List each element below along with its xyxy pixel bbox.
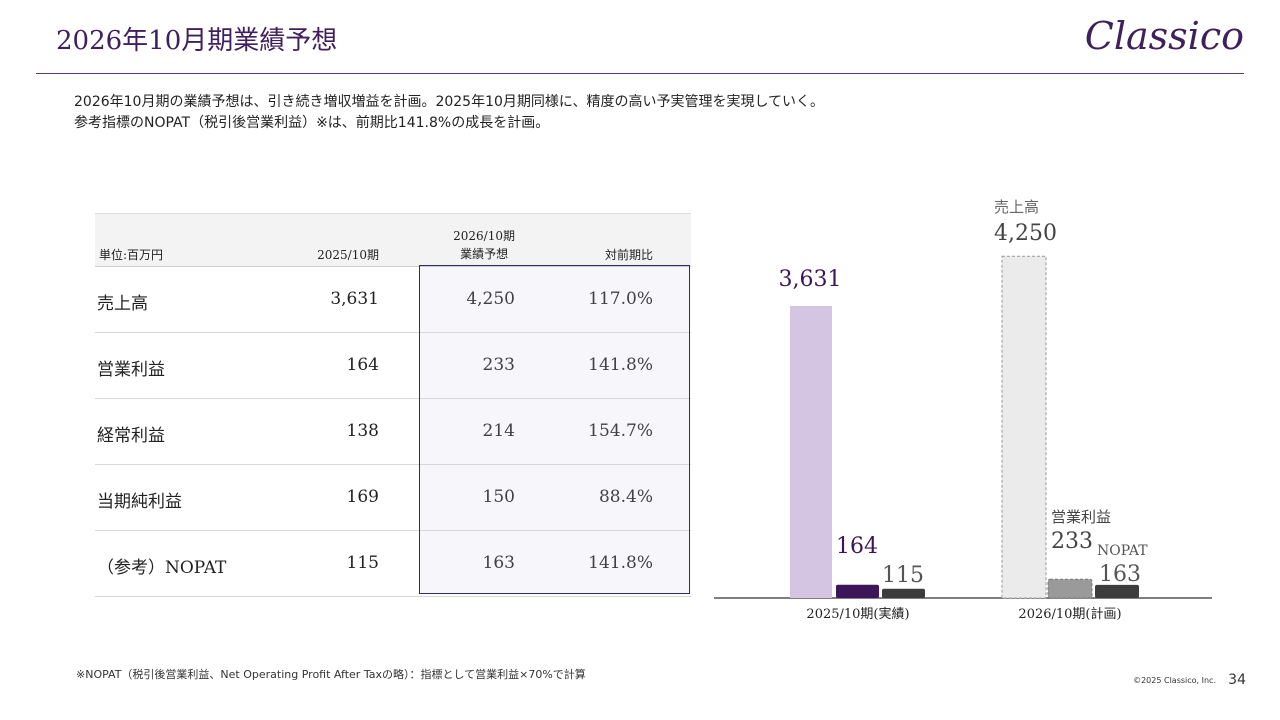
col-header-2026-line2: 業績予想: [460, 247, 509, 261]
bar-sales: [1001, 255, 1047, 599]
cell-2026: 214: [482, 421, 515, 441]
table-row: 営業利益 164 233 141.8%: [95, 333, 691, 399]
copyright: ©2025 Classico, Inc.: [1133, 676, 1216, 685]
col-header-yoy: 対前期比: [604, 248, 653, 262]
table-row: 売上高 3,631 4,250 117.0%: [95, 267, 691, 333]
cell-2026: 4,250: [466, 289, 515, 309]
bar-operating-income: [836, 584, 879, 598]
row-label: （参考）NOPAT: [97, 558, 227, 578]
row-label: 経常利益: [97, 426, 165, 446]
data-label: 3,631: [779, 267, 842, 292]
col-header-2025: 2025/10期: [317, 248, 379, 262]
description-line-2: 参考指標のNOPAT（税引後営業利益）※は、前期比141.8%の成長を計画。: [74, 115, 550, 131]
table-row: 経常利益 138 214 154.7%: [95, 399, 691, 465]
data-label: 164: [836, 534, 878, 559]
data-label: 4,250: [994, 221, 1057, 246]
cell-2025: 3,631: [330, 289, 379, 309]
description-line-1: 2026年10月期の業績予想は、引き続き増収増益を計画。2025年10月期同様に…: [74, 94, 825, 110]
cell-2025: 115: [346, 553, 379, 573]
cell-yoy: 117.0%: [588, 289, 653, 309]
row-label: 当期純利益: [97, 492, 182, 512]
data-label: 115: [882, 563, 924, 588]
cell-yoy: 141.8%: [588, 553, 653, 573]
row-label: 営業利益: [97, 360, 165, 380]
company-logo: Classico: [1084, 14, 1244, 58]
series-annotation: NOPAT: [1097, 543, 1148, 559]
col-header-2026: 2026/10期 業績予想: [453, 227, 515, 263]
bar-nopat: [1095, 584, 1139, 598]
series-annotation: 営業利益: [1051, 508, 1111, 526]
cell-yoy: 154.7%: [588, 421, 653, 441]
category-label: 2025/10期(実績): [806, 606, 909, 622]
row-label: 売上高: [97, 294, 148, 314]
category-label: 2026/10期(計画): [1018, 606, 1121, 622]
footnote: ※NOPAT（税引後営業利益、Net Operating Profit Afte…: [76, 668, 586, 681]
cell-2026: 163: [482, 553, 515, 573]
cell-2025: 169: [346, 487, 379, 507]
cell-2026: 233: [482, 355, 515, 375]
page-title: 2026年10月期業績予想: [56, 26, 338, 56]
bar-operating-income: [1047, 578, 1093, 599]
data-label: 163: [1099, 562, 1141, 587]
cell-yoy: 88.4%: [598, 487, 653, 507]
forecast-table: 単位:百万円 2025/10期 2026/10期 業績予想 対前期比 売上高 3…: [95, 213, 691, 597]
cell-2025: 138: [346, 421, 379, 441]
cell-2026: 150: [482, 487, 515, 507]
unit-label: 単位:百万円: [99, 248, 164, 262]
col-header-2026-line1: 2026/10期: [453, 229, 515, 243]
table-header: 単位:百万円 2025/10期 2026/10期 業績予想 対前期比: [95, 213, 691, 267]
cell-2025: 164: [346, 355, 379, 375]
title-divider: [36, 73, 1244, 74]
data-label: 233: [1051, 529, 1093, 554]
forecast-column-highlight: [419, 265, 690, 594]
description: 2026年10月期の業績予想は、引き続き増収増益を計画。2025年10月期同様に…: [74, 92, 824, 134]
page-number: 34: [1228, 672, 1246, 688]
table-row: 当期純利益 169 150 88.4%: [95, 465, 691, 531]
bar-sales: [790, 305, 832, 598]
cell-yoy: 141.8%: [588, 355, 653, 375]
table-row: （参考）NOPAT 115 163 141.8%: [95, 531, 691, 597]
bar-nopat: [882, 588, 925, 598]
series-annotation: 売上高: [994, 198, 1039, 216]
